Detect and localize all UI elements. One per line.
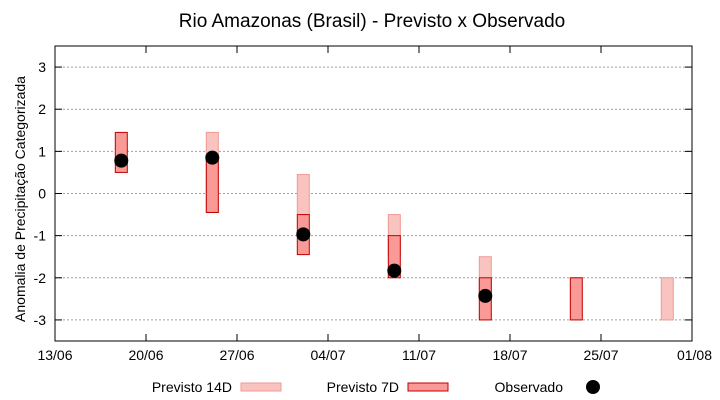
y-axis-label: Anomalia de Precipitação Categorizada: [12, 76, 28, 322]
bar-previsto-14d: [660, 277, 674, 321]
x-tick-label: 25/07: [583, 347, 618, 363]
points-layer: [114, 150, 493, 303]
legend-label: Previsto 14D: [152, 379, 232, 395]
y-ticks: 3 2 1 0 -1 -2 -3: [34, 59, 692, 328]
point-observado: [296, 227, 311, 242]
bars-layer: [114, 131, 674, 321]
bar-previsto-7d: [569, 277, 583, 321]
x-ticks: 13/06 20/06 27/06 04/07 11/07 18/07 25/07 01/08: [37, 46, 712, 363]
y-tick-label: 3: [38, 59, 46, 75]
point-observado: [387, 263, 402, 278]
x-tick-label: 27/06: [219, 347, 254, 363]
y-tick-label: -3: [34, 312, 47, 328]
x-tick-label: 11/07: [402, 347, 436, 363]
chart-title: Rio Amazonas (Brasil) - Previsto x Obser…: [179, 11, 565, 32]
y-tick-label: -1: [34, 228, 47, 244]
legend: Previsto 14D Previsto 7D Observado: [152, 379, 600, 395]
x-tick-label: 20/06: [128, 347, 163, 363]
legend-swatch-observado: [586, 380, 600, 394]
legend-label: Previsto 7D: [327, 379, 399, 395]
legend-swatch: [240, 382, 282, 392]
point-observado: [205, 150, 220, 165]
bar-previsto-14d: [296, 174, 310, 216]
x-tick-label: 01/08: [677, 347, 712, 363]
legend-label: Observado: [495, 379, 564, 395]
grid-lines: [55, 66, 692, 321]
y-tick-label: -2: [34, 270, 47, 286]
point-observado: [114, 153, 129, 168]
x-tick-label: 18/07: [492, 347, 527, 363]
y-tick-label: 2: [38, 101, 46, 117]
point-observado: [478, 288, 493, 303]
y-tick-label: 0: [38, 186, 46, 202]
x-tick-label: 04/07: [310, 347, 345, 363]
y-tick-label: 1: [38, 143, 46, 159]
legend-swatch: [407, 382, 449, 392]
x-tick-label: 13/06: [37, 347, 72, 363]
bar-previsto-7d: [205, 159, 219, 213]
